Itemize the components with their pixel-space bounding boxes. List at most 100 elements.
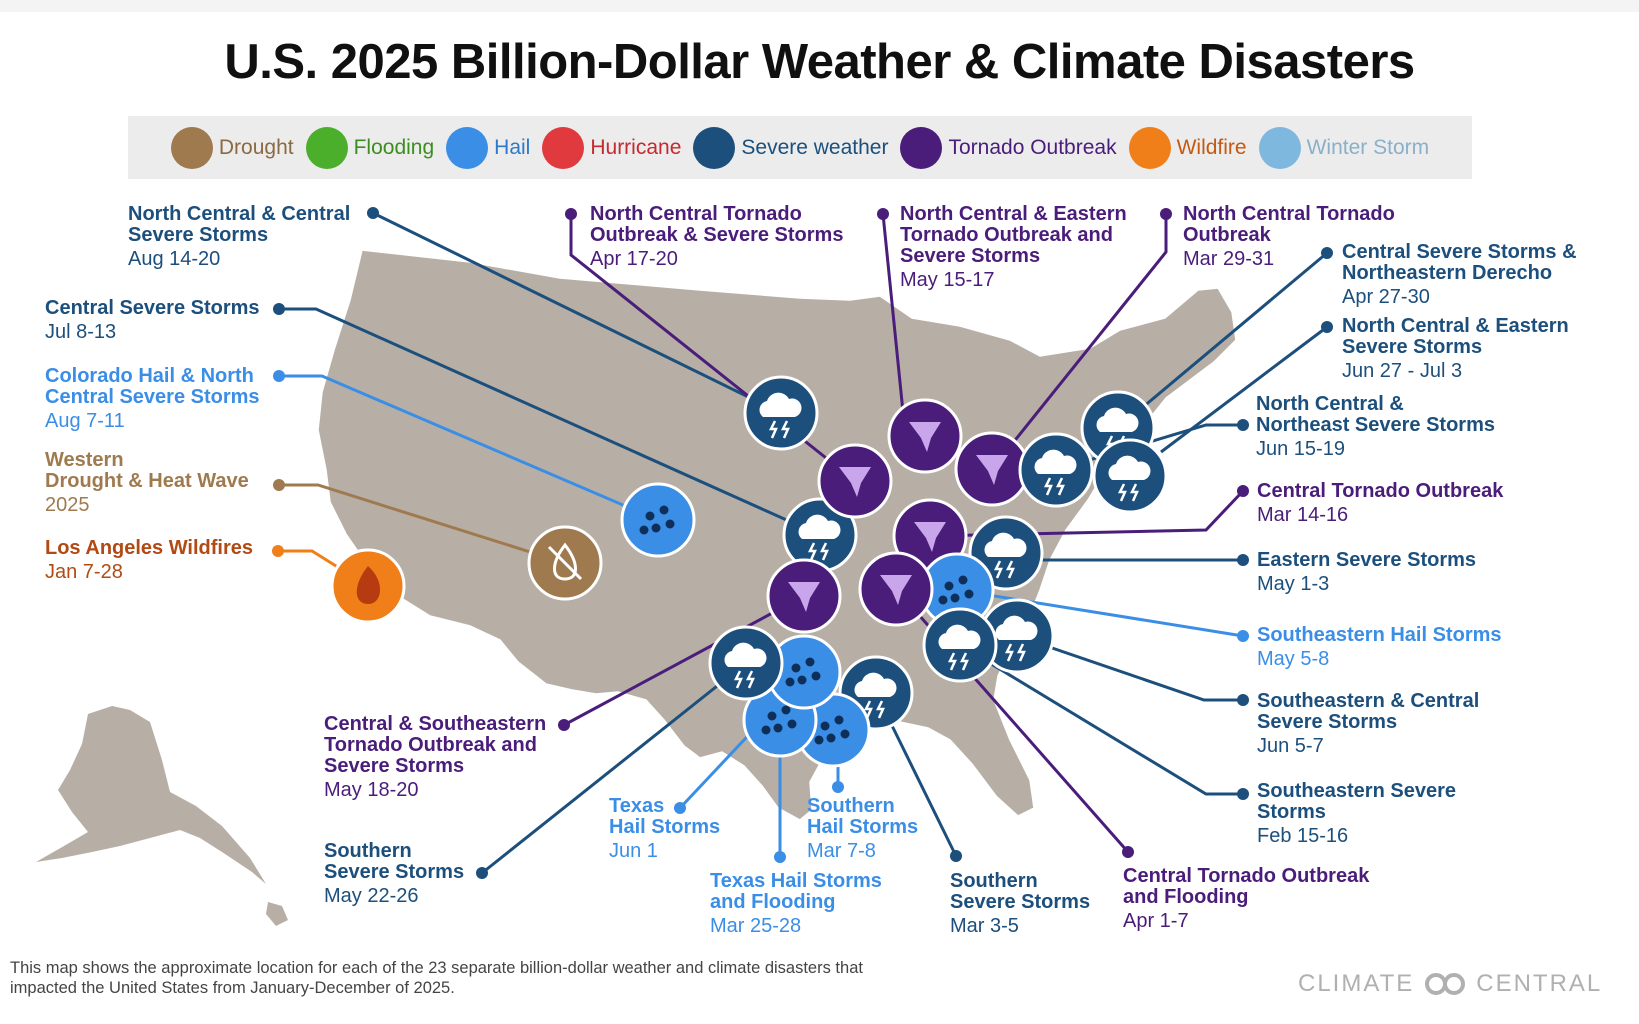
tornado-icon[interactable] xyxy=(887,398,963,474)
severe-weather-icon[interactable] xyxy=(743,375,819,451)
leader-dot xyxy=(565,208,577,220)
leader-dot xyxy=(1237,485,1249,497)
event-date: Mar 29-31 xyxy=(1183,248,1275,270)
leader-dot xyxy=(1237,419,1249,431)
leader-line xyxy=(279,307,821,537)
leader-line xyxy=(279,483,566,565)
tornado-icon[interactable] xyxy=(817,443,893,519)
event-label: North Central Tornado Outbreak Mar 29-31 xyxy=(1183,204,1395,270)
legend-label: Drought xyxy=(218,135,294,159)
event-name: Los Angeles Wildfires xyxy=(45,537,254,559)
event-label: North Central Tornado Outbreak & Severe … xyxy=(590,204,843,270)
leader-dot xyxy=(1237,554,1249,566)
drought-icon[interactable] xyxy=(527,525,603,601)
event-date: May 15-17 xyxy=(900,269,995,291)
hawaii-map-shape xyxy=(266,902,288,926)
event-name: North Central & Central Severe Storms xyxy=(128,203,351,246)
event-label: North Central & Eastern Tornado Outbreak… xyxy=(900,204,1127,291)
event-name: Colorado Hail & North Central Severe Sto… xyxy=(45,365,260,408)
event-name: Texas Hail Storms and Flooding xyxy=(710,870,882,913)
event-date: Jun 5-7 xyxy=(1257,735,1324,757)
event-date: Jan 7-28 xyxy=(45,561,123,583)
tornado-icon[interactable] xyxy=(766,558,842,634)
event-label: Colorado Hail & North Central Severe Sto… xyxy=(45,366,260,432)
legend-item-flooding: Flooding xyxy=(305,126,435,169)
leader-dot xyxy=(950,850,962,862)
event-label: Southern Hail Storms Mar 7-8 xyxy=(807,796,918,862)
event-label: Southeastern Severe Storms Feb 15-16 xyxy=(1257,781,1456,847)
event-name: Southeastern & Central Severe Storms xyxy=(1257,690,1480,733)
hurricane-icon xyxy=(542,126,585,169)
leader-dot xyxy=(1237,788,1249,800)
severe-weather-icon[interactable] xyxy=(708,625,784,701)
severe-weather-icon xyxy=(693,126,736,169)
tornado-icon[interactable] xyxy=(954,431,1030,507)
severe-weather-icon[interactable] xyxy=(979,598,1055,674)
brand-text-climate: CLIMATE xyxy=(1298,970,1415,997)
event-date: 2025 xyxy=(45,494,90,516)
event-date: Jun 15-19 xyxy=(1256,438,1345,460)
legend-item-wildfire: Wildfire xyxy=(1128,126,1247,169)
legend-item-severe-weather: Severe weather xyxy=(693,126,889,169)
legend-item-hurricane: Hurricane xyxy=(542,126,681,169)
leader-dot xyxy=(558,719,570,731)
event-label: Texas Hail Storms and Flooding Mar 25-28 xyxy=(710,871,882,937)
leader-line xyxy=(990,214,1168,470)
flooding-icon xyxy=(305,126,348,169)
event-label: Southeastern Hail Storms May 5-8 xyxy=(1257,625,1502,670)
event-name: North Central Tornado Outbreak xyxy=(1183,203,1395,246)
hail-icon[interactable] xyxy=(620,482,696,558)
tornado-icon[interactable] xyxy=(858,551,934,627)
leader-dot xyxy=(272,545,284,557)
event-name: Texas Hail Storms xyxy=(609,795,721,838)
event-label: Central Severe Storms Jul 8-13 xyxy=(45,298,260,343)
severe-weather-icon[interactable] xyxy=(1092,438,1168,514)
event-label: Southern Severe Storms Mar 3-5 xyxy=(950,871,1090,937)
legend-item-hail: Hail xyxy=(446,126,530,169)
leader-dot xyxy=(273,370,285,382)
legend-label: Severe weather xyxy=(741,135,889,159)
event-label: North Central & Central Severe Storms Aug… xyxy=(128,204,350,270)
hail-icon[interactable] xyxy=(766,634,842,710)
event-date: May 1-3 xyxy=(1257,573,1330,595)
leader-line xyxy=(1016,634,1243,702)
severe-weather-icon[interactable] xyxy=(1018,432,1094,508)
legend-label: Winter Storm xyxy=(1306,135,1430,159)
page-title: U.S. 2025 Billion-Dollar Weather & Clima… xyxy=(224,35,1415,89)
leader-dot xyxy=(476,867,488,879)
event-name: Central Tornado Outbreak xyxy=(1257,480,1504,502)
leader-line xyxy=(563,594,805,727)
event-name: North Central & Northeast Severe Storms xyxy=(1256,393,1495,436)
leader-line xyxy=(481,661,747,875)
event-label: Central & Southeastern Tornado Outbreak … xyxy=(324,714,546,801)
legend: Drought Flooding Hail Hurricane Severe weath… xyxy=(128,116,1472,179)
wildfire-icon xyxy=(1128,126,1171,169)
severe-weather-icon[interactable] xyxy=(922,607,998,683)
event-label: Los Angeles Wildfires Jan 7-28 xyxy=(45,538,253,583)
event-name: North Central & Eastern Tornado Outbreak… xyxy=(900,203,1127,267)
event-date: Jun 27 - Jul 3 xyxy=(1342,360,1463,382)
event-label: Texas Hail Storms Jun 1 xyxy=(609,796,720,862)
leader-dot xyxy=(1160,208,1172,220)
legend-label: Flooding xyxy=(353,135,435,159)
event-name: Southern Severe Storms xyxy=(324,840,465,883)
top-bar xyxy=(0,0,1639,12)
leader-dot xyxy=(1237,694,1249,706)
event-name: Western Drought & Heat Wave xyxy=(45,449,249,492)
event-label: Southern Severe Storms May 22-26 xyxy=(324,841,464,907)
leader-line xyxy=(1117,251,1328,430)
event-date: Mar 14-16 xyxy=(1257,504,1349,526)
legend-item-drought: Drought xyxy=(170,126,294,169)
event-label: Central Tornado Outbreak and Flooding Apr… xyxy=(1123,866,1369,932)
event-name: Southern Severe Storms xyxy=(950,870,1091,913)
wildfire-icon[interactable] xyxy=(330,548,406,624)
hail-icon xyxy=(446,126,489,169)
leader-dot xyxy=(774,851,786,863)
leader-line xyxy=(956,588,1244,638)
climate-central-logo-icon xyxy=(1425,973,1466,995)
event-date: May 5-8 xyxy=(1257,648,1330,670)
leader-dot xyxy=(832,781,844,793)
conus-map-shape xyxy=(317,249,1237,821)
legend-label: Tornado Outbreak xyxy=(948,135,1117,159)
